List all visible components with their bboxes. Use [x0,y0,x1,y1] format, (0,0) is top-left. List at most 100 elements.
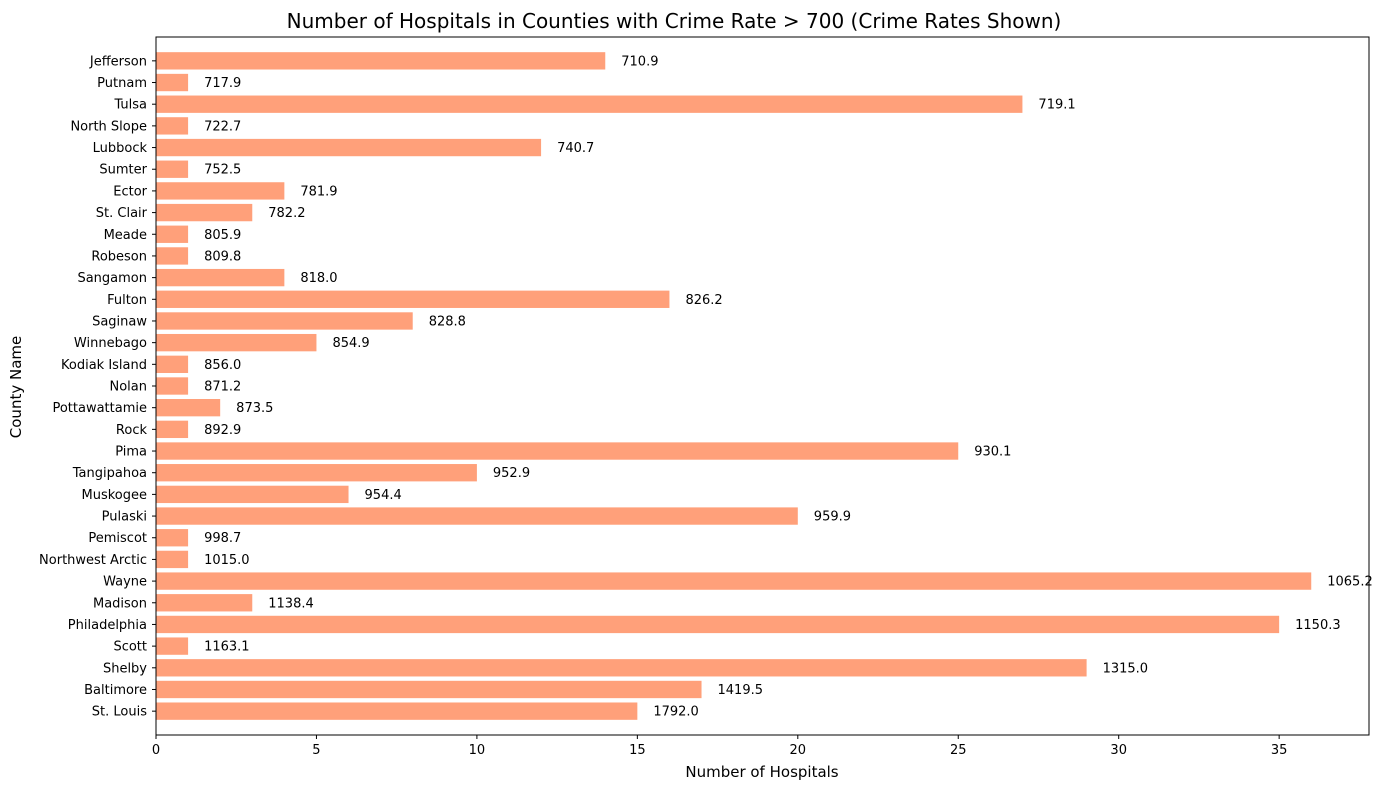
y-tick-label: Shelby [103,661,147,676]
y-tick-label: Philadelphia [68,618,147,633]
bar-value-label: 1792.0 [653,705,699,720]
bar-sangamon [156,268,285,287]
bars-group [156,52,1312,720]
bar-value-label: 892.9 [204,423,241,438]
y-tick-label: Sangamon [77,271,147,286]
bar-value-label: 873.5 [236,401,273,416]
bar-value-label: 1138.4 [268,596,314,611]
bar-value-label: 1065.2 [1327,575,1373,590]
bar-shelby [156,659,1087,677]
y-tick-label: Northwest Arctic [39,553,147,568]
y-axis-label: County Name [7,336,25,438]
bar-value-label: 954.4 [365,488,402,503]
bar-value-label: 998.7 [204,531,241,546]
bar-madison [156,594,253,612]
y-tick-label: Pottawattamie [52,401,147,416]
bar-value-label: 782.2 [268,206,305,221]
x-axis-ticks: 0 5 10 15 20 25 30 35 [152,735,1288,758]
x-tick-label: 15 [629,743,646,758]
y-tick-label: Tulsa [113,98,147,113]
bar-value-label: 930.1 [974,445,1011,460]
bar-value-label: 828.8 [429,314,466,329]
bar-kodiak-island [156,355,189,373]
y-tick-label: Wayne [103,575,147,590]
bar-fulton [156,290,670,308]
y-tick-label: Lubbock [93,141,148,156]
x-tick-label: 25 [950,743,967,758]
y-tick-label: Nolan [110,380,148,395]
bar-value-label: 952.9 [493,466,530,481]
y-tick-label: Meade [104,228,147,243]
bar-value-label: 854.9 [332,336,369,351]
bar-value-label: 1163.1 [204,640,250,655]
bar-value-label: 809.8 [204,249,241,264]
y-tick-label: Ector [113,184,147,199]
bar-value-label: 1015.0 [204,553,250,568]
value-labels-group: 710.9 717.9 719.1 722.7 740.7 752.5 781.9 782.2… [204,54,1373,719]
y-tick-label: St. Clair [96,206,148,221]
bar-ector [156,182,285,200]
bar-lubbock [156,138,542,157]
y-tick-label: Tangipahoa [72,466,147,481]
bar-northwest-arctic [156,550,189,569]
bar-st-louis [156,702,638,720]
bar-pemiscot [156,529,189,547]
y-tick-label: Madison [93,596,147,611]
y-tick-label: Kodiak Island [61,358,147,373]
bar-value-label: 1150.3 [1295,618,1341,633]
y-tick-label: Pima [115,445,147,460]
bar-wayne [156,572,1312,590]
bar-north-slope [156,117,189,135]
x-tick-label: 30 [1110,743,1127,758]
x-tick-label: 0 [152,743,160,758]
bar-value-label: 740.7 [557,141,594,156]
bar-rock [156,420,189,439]
bar-sumter [156,160,189,178]
bar-putnam [156,73,189,92]
bar-value-label: 722.7 [204,119,241,134]
bar-philadelphia [156,615,1280,634]
bar-value-label: 717.9 [204,76,241,91]
bar-pottawattamie [156,399,221,417]
bar-value-label: 959.9 [814,510,851,525]
bar-value-label: 710.9 [621,54,658,69]
y-tick-label: Winnebago [74,336,147,351]
bar-meade [156,225,189,243]
y-tick-label: Jefferson [89,54,147,69]
y-tick-label: St. Louis [92,705,147,720]
bar-jefferson [156,52,606,70]
bar-tangipahoa [156,464,477,482]
y-axis-ticks: Jefferson Putnam Tulsa North Slope Lubbock Su… [39,54,156,720]
bar-baltimore [156,680,702,699]
bar-tulsa [156,95,1023,113]
bar-value-label: 752.5 [204,163,241,178]
bar-nolan [156,377,189,395]
x-axis-label: Number of Hospitals [685,763,838,781]
y-tick-label: Muskogee [82,488,148,503]
x-tick-label: 5 [312,743,320,758]
bar-saginaw [156,312,413,330]
bar-value-label: 818.0 [300,271,337,286]
y-tick-label: Scott [113,640,147,655]
bar-pulaski [156,507,798,525]
bar-value-label: 1419.5 [718,683,764,698]
bar-value-label: 856.0 [204,358,241,373]
y-tick-label: Robeson [91,249,147,264]
x-tick-label: 35 [1271,743,1288,758]
bar-value-label: 805.9 [204,228,241,243]
y-tick-label: Pulaski [102,510,147,525]
x-tick-label: 10 [469,743,486,758]
y-tick-label: Pemiscot [88,531,147,546]
y-tick-label: Fulton [107,293,147,308]
bar-value-label: 781.9 [300,184,337,199]
bar-value-label: 719.1 [1038,98,1075,113]
bar-winnebago [156,333,317,352]
y-tick-label: Saginaw [92,314,147,329]
plot-frame [155,36,1370,736]
bar-robeson [156,247,189,265]
chart-title: Number of Hospitals in Counties with Cri… [287,9,1062,33]
bar-value-label: 871.2 [204,380,241,395]
x-tick-label: 20 [790,743,807,758]
